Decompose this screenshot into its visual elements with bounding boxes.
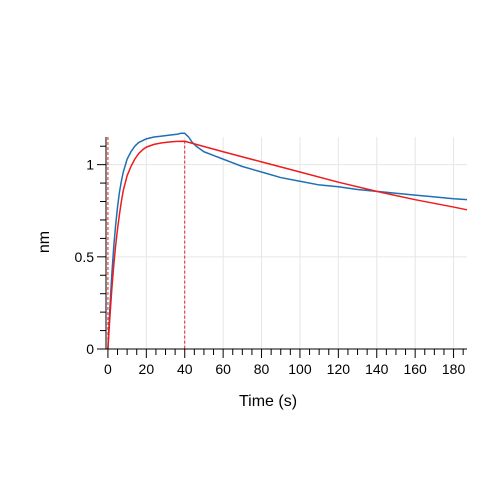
x-tick-label: 40 (177, 361, 193, 377)
x-tick-label: 60 (215, 361, 231, 377)
axes (105, 137, 467, 350)
series-layer (107, 132, 468, 350)
x-tick-label: 0 (104, 361, 112, 377)
x-tick-label: 180 (442, 361, 466, 377)
x-tick-label: 140 (365, 361, 389, 377)
x-axis-title: Time (s) (239, 393, 297, 410)
y-tick-label: 0.5 (75, 249, 95, 265)
x-tick-label: 80 (254, 361, 270, 377)
x-tick-label: 100 (288, 361, 312, 377)
y-tick-label: 0 (86, 341, 94, 357)
y-axis-ticks: 00.51 (75, 145, 106, 357)
x-tick-label: 20 (139, 361, 155, 377)
y-tick-label: 1 (86, 157, 94, 173)
series-line-1 (107, 132, 468, 350)
y-axis-title: nm (36, 231, 53, 253)
x-axis-ticks: 0 20 40 60 80 100 120 140 160 180 (104, 349, 465, 377)
series-line-2 (107, 140, 468, 350)
x-tick-label: 160 (403, 361, 427, 377)
x-tick-label: 120 (327, 361, 351, 377)
vertical-markers (107, 137, 186, 349)
